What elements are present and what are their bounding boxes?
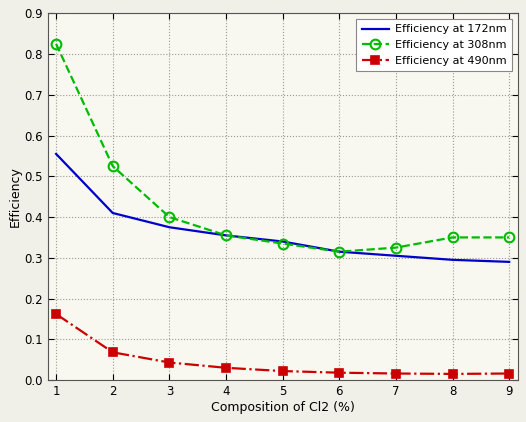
Efficiency at 308nm bbox=[393, 245, 399, 250]
Efficiency at 308nm bbox=[449, 235, 456, 240]
Efficiency at 490nm bbox=[53, 311, 59, 316]
Efficiency at 490nm bbox=[223, 365, 229, 371]
Efficiency at 172nm bbox=[506, 260, 512, 265]
Efficiency at 172nm bbox=[449, 257, 456, 262]
Efficiency at 490nm bbox=[279, 368, 286, 373]
Efficiency at 172nm bbox=[53, 151, 59, 157]
Y-axis label: Efficiency: Efficiency bbox=[8, 166, 22, 227]
Efficiency at 172nm bbox=[109, 211, 116, 216]
Efficiency at 490nm bbox=[109, 350, 116, 355]
Line: Efficiency at 308nm: Efficiency at 308nm bbox=[51, 39, 514, 257]
X-axis label: Composition of Cl2 (%): Composition of Cl2 (%) bbox=[211, 400, 355, 414]
Efficiency at 172nm bbox=[279, 239, 286, 244]
Efficiency at 172nm bbox=[393, 253, 399, 258]
Efficiency at 490nm bbox=[166, 360, 173, 365]
Efficiency at 308nm bbox=[279, 241, 286, 246]
Efficiency at 172nm bbox=[166, 225, 173, 230]
Efficiency at 490nm bbox=[336, 370, 342, 375]
Line: Efficiency at 490nm: Efficiency at 490nm bbox=[52, 310, 513, 378]
Efficiency at 308nm bbox=[166, 214, 173, 219]
Efficiency at 172nm bbox=[223, 233, 229, 238]
Efficiency at 172nm bbox=[336, 249, 342, 254]
Efficiency at 308nm bbox=[336, 249, 342, 254]
Efficiency at 490nm bbox=[393, 371, 399, 376]
Efficiency at 308nm bbox=[506, 235, 512, 240]
Efficiency at 308nm bbox=[53, 41, 59, 46]
Efficiency at 490nm bbox=[449, 371, 456, 376]
Efficiency at 308nm bbox=[223, 233, 229, 238]
Line: Efficiency at 172nm: Efficiency at 172nm bbox=[56, 154, 509, 262]
Legend: Efficiency at 172nm, Efficiency at 308nm, Efficiency at 490nm: Efficiency at 172nm, Efficiency at 308nm… bbox=[356, 19, 512, 71]
Efficiency at 490nm bbox=[506, 371, 512, 376]
Efficiency at 308nm bbox=[109, 164, 116, 169]
